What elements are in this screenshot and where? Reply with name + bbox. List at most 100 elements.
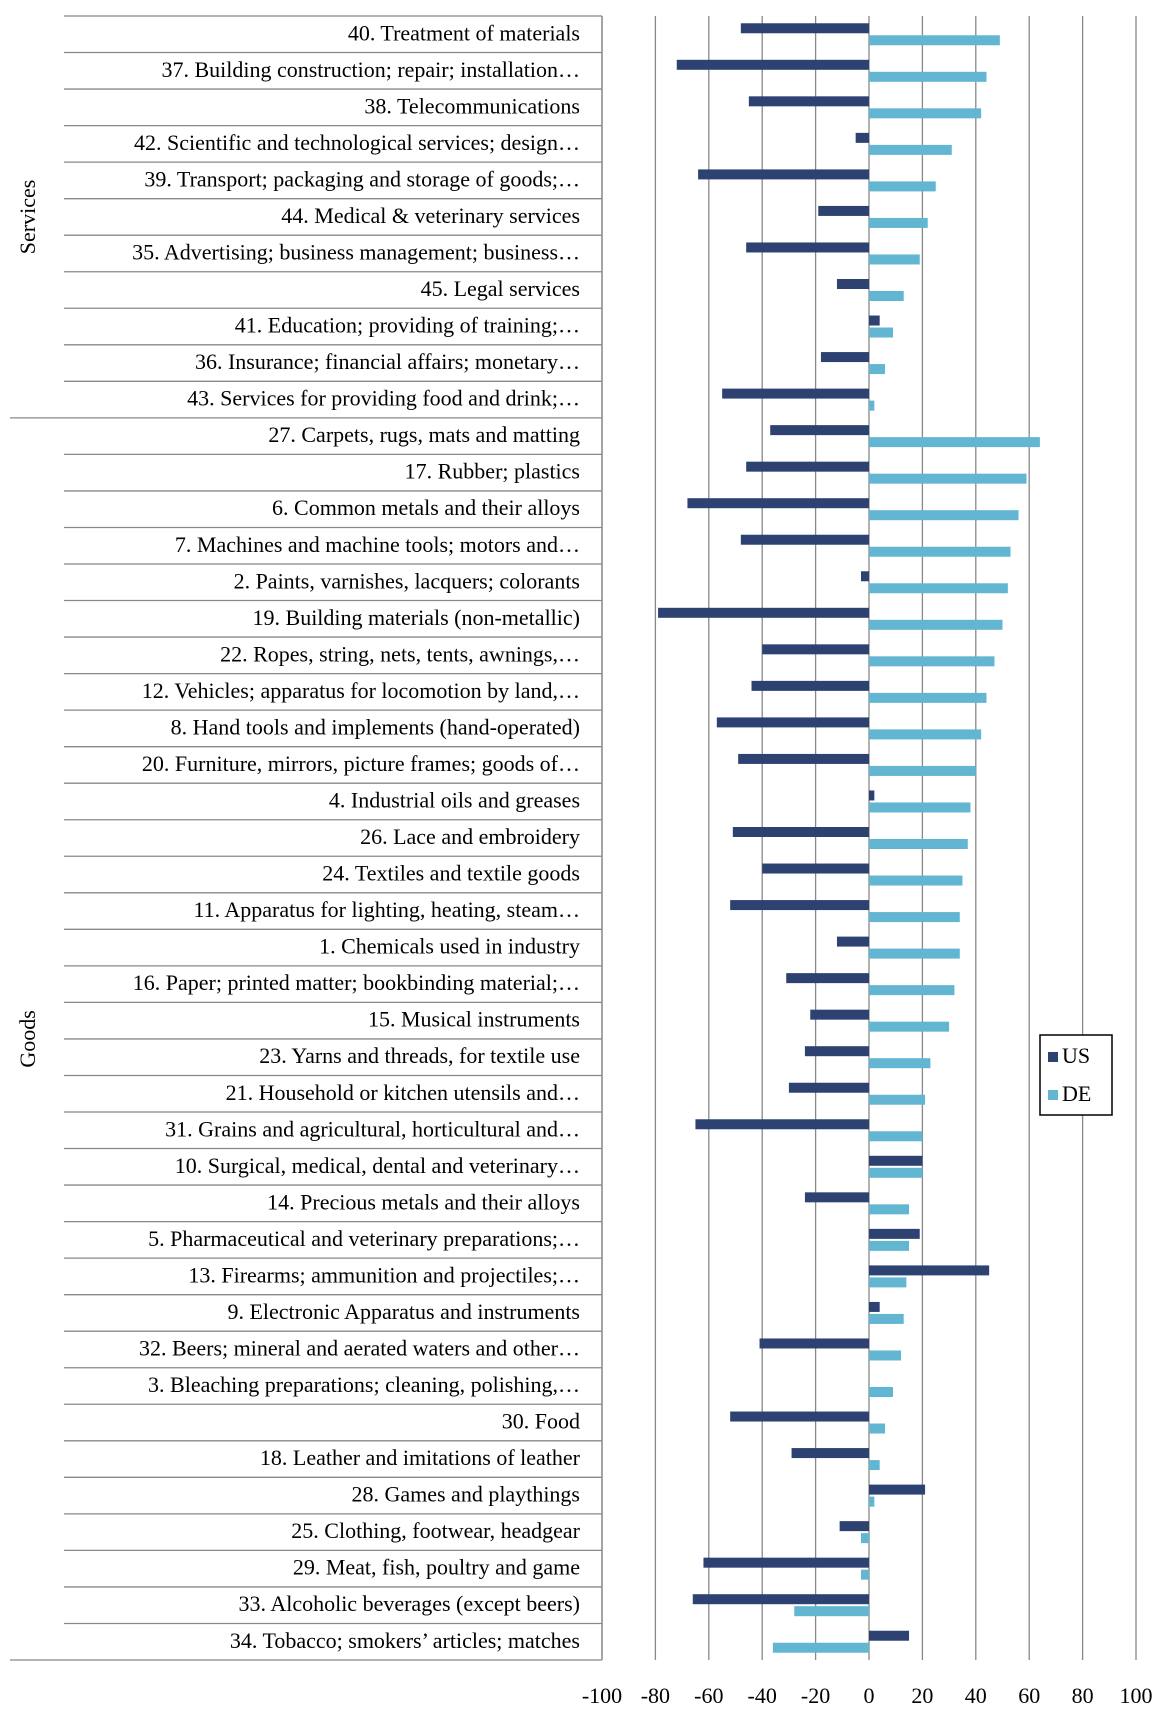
y-tick-label: 43. Services for providing food and drin…	[187, 386, 580, 411]
bar	[839, 1521, 869, 1532]
x-tick-label: 40	[965, 1683, 987, 1708]
bar	[860, 1569, 869, 1580]
x-tick-label: 20	[911, 1683, 933, 1708]
y-tick-label: 12. Vehicles; apparatus for locomotion b…	[142, 678, 580, 703]
bar	[818, 205, 869, 216]
bar	[869, 1387, 894, 1397]
bar	[869, 1131, 923, 1142]
bar	[869, 875, 963, 886]
y-tick-label: 29. Meat, fish, poultry and game	[293, 1555, 580, 1580]
bar	[738, 753, 869, 764]
y-tick-label: 9. Electronic Apparatus and instruments	[227, 1299, 580, 1324]
bar	[810, 1009, 869, 1020]
bar	[748, 96, 869, 107]
bar	[869, 729, 982, 740]
y-tick-label: 20. Furniture, mirrors, picture frames; …	[142, 751, 580, 776]
bar	[869, 1240, 910, 1251]
y-tick-label: 11. Apparatus for lighting, heating, ste…	[193, 897, 580, 922]
y-tick-label: 18. Leather and imitations of leather	[260, 1445, 581, 1470]
legend-box	[1039, 1034, 1113, 1116]
bar	[869, 1167, 923, 1178]
bar	[869, 912, 960, 923]
y-tick-label: 8. Hand tools and implements (hand-opera…	[171, 714, 580, 739]
x-tick-label: 60	[1018, 1683, 1040, 1708]
bar	[869, 364, 886, 375]
y-tick-label: 17. Rubber; plastics	[405, 459, 580, 484]
bar	[869, 71, 987, 82]
bar	[869, 1496, 875, 1507]
bar	[869, 1313, 904, 1324]
y-tick-label: 3. Bleaching preparations; cleaning, pol…	[148, 1372, 580, 1397]
bar	[820, 352, 869, 363]
bar	[762, 863, 869, 874]
bar	[869, 437, 1040, 448]
bar	[804, 1046, 869, 1057]
bar	[786, 973, 869, 984]
bar	[869, 1277, 907, 1288]
y-tick-label: 41. Education; providing of training;…	[235, 313, 580, 338]
y-tick-label: 38. Telecommunications	[364, 93, 580, 118]
bar	[869, 1155, 923, 1166]
bar	[869, 790, 875, 801]
y-tick-label: 32. Beers; mineral and aerated waters an…	[139, 1336, 580, 1361]
y-tick-label: 13. Firearms; ammunition and projectiles…	[188, 1262, 580, 1287]
bar	[772, 1642, 869, 1653]
y-tick-label: 39. Transport; packaging and storage of …	[144, 166, 580, 191]
bar	[860, 571, 869, 582]
bar	[869, 1228, 920, 1239]
bar	[692, 1594, 869, 1605]
x-tick-label: -100	[582, 1683, 622, 1708]
bar	[869, 181, 936, 192]
y-tick-label: 40. Treatment of materials	[348, 20, 580, 45]
bar	[869, 1484, 926, 1495]
bar	[759, 1338, 869, 1349]
x-tick-label: -60	[694, 1683, 723, 1708]
bar	[791, 1448, 869, 1459]
bar	[869, 473, 1027, 484]
y-tick-label: 31. Grains and agricultural, horticultur…	[165, 1116, 580, 1141]
y-tick-label: 25. Clothing, footwear, headgear	[291, 1518, 580, 1543]
y-tick-label: 2. Paints, varnishes, lacquers; colorant…	[234, 568, 580, 593]
y-tick-label: 5. Pharmaceutical and veterinary prepara…	[148, 1226, 580, 1251]
bar	[869, 802, 971, 813]
bar	[762, 644, 869, 655]
y-tick-label: 37. Building construction; repair; insta…	[161, 57, 580, 82]
y-tick-label: 19. Building materials (non-metallic)	[253, 605, 580, 630]
bar	[869, 254, 920, 265]
y-tick-label: 24. Textiles and textile goods	[322, 861, 580, 886]
y-tick-label: 27. Carpets, rugs, mats and matting	[268, 422, 580, 447]
y-tick-label: 44. Medical & veterinary services	[281, 203, 580, 228]
y-tick-label: 22. Ropes, string, nets, tents, awnings,…	[220, 641, 580, 666]
bar	[722, 388, 869, 399]
y-tick-label: 1. Chemicals used in industry	[319, 934, 580, 959]
bar	[869, 510, 1019, 521]
bar	[869, 1094, 926, 1105]
bar	[836, 279, 869, 289]
y-tick-label: 45. Legal services	[421, 276, 580, 301]
bar	[658, 607, 869, 618]
bar	[788, 1082, 869, 1093]
y-tick-label: 16. Paper; printed matter; bookbinding m…	[133, 970, 580, 995]
bar	[869, 1021, 950, 1032]
legend-swatch	[1048, 1090, 1058, 1100]
bar	[869, 217, 928, 228]
x-tick-label: -20	[801, 1683, 830, 1708]
bar	[869, 144, 952, 155]
bar	[698, 169, 869, 180]
bar	[869, 1423, 886, 1434]
bar	[732, 827, 869, 837]
bar	[869, 1350, 902, 1361]
y-tick-label: 21. Household or kitchen utensils and…	[226, 1080, 580, 1105]
x-tick-label: 0	[864, 1683, 875, 1708]
bar	[869, 619, 1003, 630]
bar	[770, 425, 869, 436]
y-tick-label: 34. Tobacco; smokers’ articles; matches	[230, 1628, 580, 1653]
x-tick-label: 100	[1120, 1683, 1153, 1708]
y-tick-label: 23. Yarns and threads, for textile use	[259, 1043, 580, 1068]
y-tick-label: 6. Common metals and their alloys	[272, 495, 580, 520]
bar	[836, 936, 869, 947]
y-tick-label: 7. Machines and machine tools; motors an…	[175, 532, 580, 557]
bar	[869, 656, 995, 667]
x-tick-label: -40	[748, 1683, 777, 1708]
